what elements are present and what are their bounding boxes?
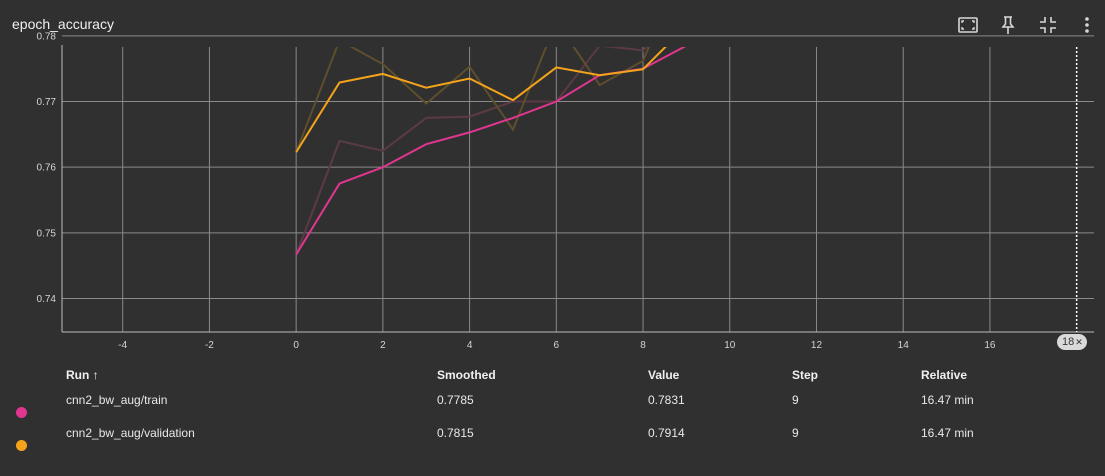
column-header-value[interactable]: Value [648,368,680,382]
x-tick-label: 2 [380,340,386,351]
train-raw-line [295,47,649,255]
y-tick-label: 0.78 [37,31,57,42]
table-row[interactable]: cnn2_bw_aug/train 0.7785 0.7831 9 16.47 … [0,393,1105,421]
fit-domain-icon [958,17,978,33]
x-tick-label: 6 [554,340,560,351]
x-tick-label: -2 [205,340,214,351]
x-tick-label: 10 [724,340,736,351]
y-tick-label: 0.75 [37,228,57,239]
card-title: epoch_accuracy [12,16,114,32]
pin-button[interactable] [995,12,1021,38]
step-value: 9 [792,426,799,440]
validation-smoothed-line [295,47,667,153]
x-tick-label: 12 [811,340,823,351]
x-tick-label: 14 [898,340,910,351]
x-tick-label: -4 [118,340,127,351]
column-header-run[interactable]: Run ↑ [66,368,99,382]
x-tick-label: 8 [640,340,646,351]
tick-labels: -4 -2 0 2 4 6 8 10 12 14 16 0.74 0.75 0.76 0.77 0.78 [37,31,996,351]
series-lines [295,47,687,256]
train-smoothed-line [295,47,687,256]
line-chart[interactable]: -4 -2 0 2 4 6 8 10 12 14 16 0.74 0.75 0.76 0.77 0.78 [0,0,1105,360]
step-marker-label: 18 [1062,336,1075,348]
smoothed-value: 0.7815 [437,426,474,440]
y-tick-label: 0.76 [37,163,57,174]
axes [61,45,1094,333]
column-header-relative[interactable]: Relative [921,368,968,382]
column-header-smoothed[interactable]: Smoothed [437,368,496,382]
relative-time: 16.47 min [921,426,974,440]
more-options-button[interactable] [1074,12,1100,38]
column-header-run-label: Run [66,368,90,382]
run-color-dot [16,440,27,451]
smoothed-value: 0.7785 [437,393,474,407]
collapse-icon [1040,17,1056,33]
grid-lines [62,35,1094,332]
more-vert-icon [1085,17,1089,33]
x-tick-label: 0 [293,340,299,351]
step-marker-badge[interactable]: 18 ✕ [1057,334,1087,350]
x-tick-label: 16 [984,340,996,351]
raw-value: 0.7914 [648,426,685,440]
column-header-step[interactable]: Step [792,368,819,382]
close-icon[interactable]: ✕ [1075,337,1083,347]
pin-icon [1001,16,1015,34]
validation-raw-line [295,47,651,153]
run-color-dot [16,407,27,418]
table-row[interactable]: cnn2_bw_aug/validation 0.7815 0.7914 9 1… [0,426,1105,454]
run-name: cnn2_bw_aug/train [66,393,168,407]
run-name: cnn2_bw_aug/validation [66,426,195,440]
y-tick-label: 0.74 [37,294,57,305]
x-tick-label: 4 [467,340,473,351]
sort-ascending-icon: ↑ [92,368,99,382]
raw-value: 0.7831 [648,393,685,407]
relative-time: 16.47 min [921,393,974,407]
step-value: 9 [792,393,799,407]
fit-domain-button[interactable] [955,12,981,38]
collapse-button[interactable] [1035,12,1061,38]
y-tick-label: 0.77 [37,97,57,108]
